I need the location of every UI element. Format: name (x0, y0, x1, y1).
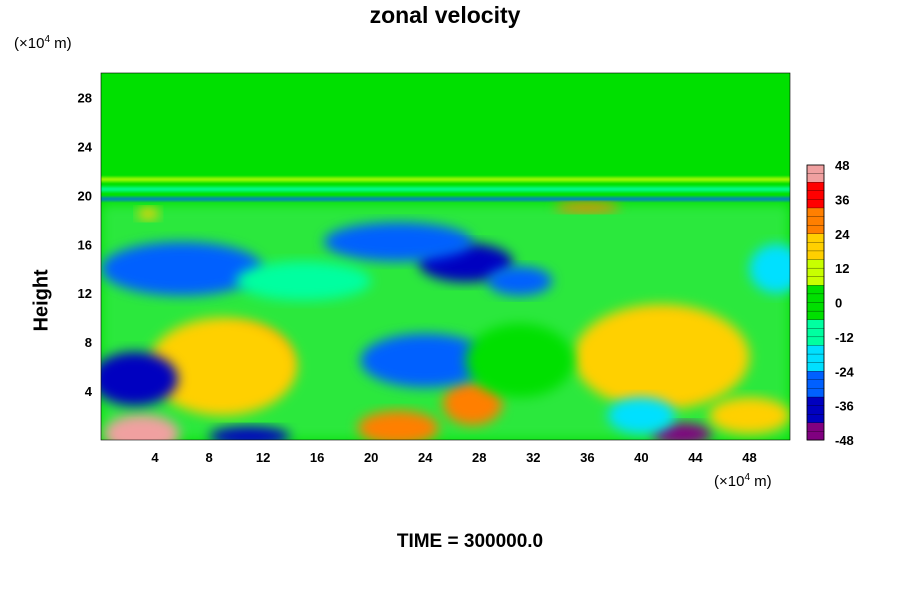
colorbar-step (806, 362, 825, 372)
velocity-field (101, 73, 790, 440)
x-tick-label: 48 (742, 450, 756, 465)
feature-6 (573, 304, 750, 410)
feature-12 (360, 333, 491, 388)
y-tick-label: 16 (78, 237, 92, 252)
colorbar-step (806, 207, 825, 218)
feature-0 (103, 414, 180, 440)
colorbar-tick-label: 12 (835, 261, 849, 276)
time-label: TIME = 300000.0 (396, 531, 544, 552)
x-tick-label: 20 (364, 450, 378, 465)
colorbar-step (806, 345, 825, 355)
chart-title: zonal velocity (369, 2, 521, 28)
colorbar-step (806, 216, 825, 226)
colorbar-step (806, 396, 825, 407)
colorbar-step (806, 336, 825, 346)
feature-18 (749, 244, 790, 294)
feature-3 (442, 381, 503, 426)
y-tick-label: 8 (85, 335, 92, 350)
feature-10 (209, 426, 291, 440)
colorbar-step (806, 422, 825, 432)
colorbar-step (806, 267, 825, 278)
colorbar-step (806, 259, 825, 269)
colorbar-step (806, 353, 825, 364)
colorbar-step (806, 431, 825, 441)
x-tick-label: 40 (634, 450, 648, 465)
colorbar-step (806, 242, 825, 252)
x-tick-label: 44 (688, 450, 703, 465)
colorbar-step (806, 371, 825, 381)
colorbar-step (806, 388, 825, 398)
colorbar-step (806, 319, 825, 329)
x-ticks: 4 8 12 16 20 24 28 32 36 40 44 48 (151, 450, 756, 465)
colorbar-step (806, 164, 825, 175)
band-0 (101, 187, 790, 192)
x-tick-label: 8 (205, 450, 212, 465)
colorbar: 48 36 24 12 0 -12 -24 -36 -48 (806, 158, 855, 448)
feature-20 (465, 323, 574, 398)
colorbar-tick-label: -12 (835, 330, 854, 345)
colorbar-step (806, 379, 825, 389)
colorbar-step (806, 190, 825, 200)
colorbar-step (806, 405, 825, 415)
x-tick-label: 24 (418, 450, 433, 465)
band-1 (101, 197, 790, 201)
feature-15 (101, 241, 264, 296)
x-tick-label: 36 (580, 450, 594, 465)
feature-11 (101, 351, 178, 406)
y-tick-label: 20 (78, 188, 92, 203)
colorbar-step (806, 225, 825, 235)
colorbar-step (806, 302, 825, 312)
x-tick-label: 32 (526, 450, 540, 465)
colorbar-tick-label: -36 (835, 399, 854, 414)
feature-16 (487, 266, 553, 296)
x-tick-label: 12 (256, 450, 270, 465)
colorbar-step (806, 276, 825, 286)
x-axis-unit: (×104 m) (714, 472, 772, 490)
y-axis-unit: (×104 m) (14, 34, 72, 52)
feature-4 (357, 410, 439, 440)
feature-14 (323, 222, 473, 262)
colorbar-step (806, 173, 825, 183)
colorbar-tick-label: 36 (835, 192, 849, 207)
band-2 (101, 177, 790, 182)
colorbar-step (806, 328, 825, 338)
colorbar-step (806, 414, 825, 424)
colorbar-step (806, 285, 825, 295)
y-tick-label: 28 (78, 90, 92, 105)
colorbar-step (806, 293, 825, 303)
colorbar-step (806, 310, 825, 321)
feature-21 (708, 397, 790, 434)
y-ticks: 4 8 12 16 20 24 28 (78, 90, 93, 399)
x-tick-label: 28 (472, 450, 486, 465)
feature-17 (236, 261, 372, 301)
feature-2 (148, 317, 297, 416)
plot-frame (100, 72, 791, 441)
colorbar-step (806, 199, 825, 209)
colorbar-tick-label: -48 (835, 433, 854, 448)
feature-7 (554, 202, 620, 213)
colorbar-tick-label: 48 (835, 158, 849, 173)
colorbar-step (806, 233, 825, 243)
colorbar-tick-label: 0 (835, 296, 842, 311)
y-tick-label: 12 (78, 286, 92, 301)
colorbar-tick-label: -24 (835, 364, 855, 379)
colorbar-step (806, 182, 825, 192)
colorbar-tick-label: 24 (835, 227, 850, 242)
y-tick-label: 24 (78, 139, 93, 154)
x-tick-label: 16 (310, 450, 324, 465)
x-tick-label: 4 (151, 450, 159, 465)
colorbar-frame (806, 164, 825, 441)
colorbar-step (806, 250, 825, 260)
y-tick-label: 4 (85, 384, 93, 399)
feature-19 (607, 397, 676, 434)
feature-8 (137, 207, 160, 220)
